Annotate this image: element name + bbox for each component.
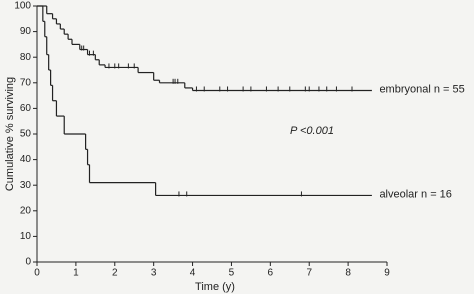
y-tick-label: 80	[20, 52, 32, 63]
y-axis-label: Cumulative % surviving	[4, 77, 16, 191]
series-label: embryonal n = 55	[379, 83, 464, 95]
x-tick-label: 6	[268, 268, 274, 279]
y-tick-label: 0	[25, 257, 31, 268]
x-tick-label: 0	[34, 268, 40, 279]
y-tick-label: 90	[20, 26, 32, 37]
y-tick-label: 100	[14, 1, 31, 12]
x-tick-label: 3	[151, 268, 157, 279]
p-value: P <0.001	[290, 125, 334, 137]
x-tick-label: 1	[73, 268, 79, 279]
y-tick-label: 70	[20, 77, 32, 88]
x-tick-label: 2	[112, 268, 118, 279]
x-tick-label: 4	[190, 268, 196, 279]
y-tick-label: 10	[20, 231, 32, 242]
x-tick-label: 8	[345, 268, 351, 279]
x-axis-label: Time (y)	[195, 281, 235, 293]
y-tick-label: 40	[20, 154, 32, 165]
x-tick-label: 5	[229, 268, 235, 279]
y-tick-label: 30	[20, 180, 32, 191]
y-tick-label: 60	[20, 103, 32, 114]
x-tick-label: 9	[384, 268, 390, 279]
y-tick-label: 20	[20, 205, 32, 216]
x-tick-label: 7	[306, 268, 312, 279]
series-label: alveolar n = 16	[379, 188, 451, 200]
y-tick-label: 50	[20, 129, 32, 140]
